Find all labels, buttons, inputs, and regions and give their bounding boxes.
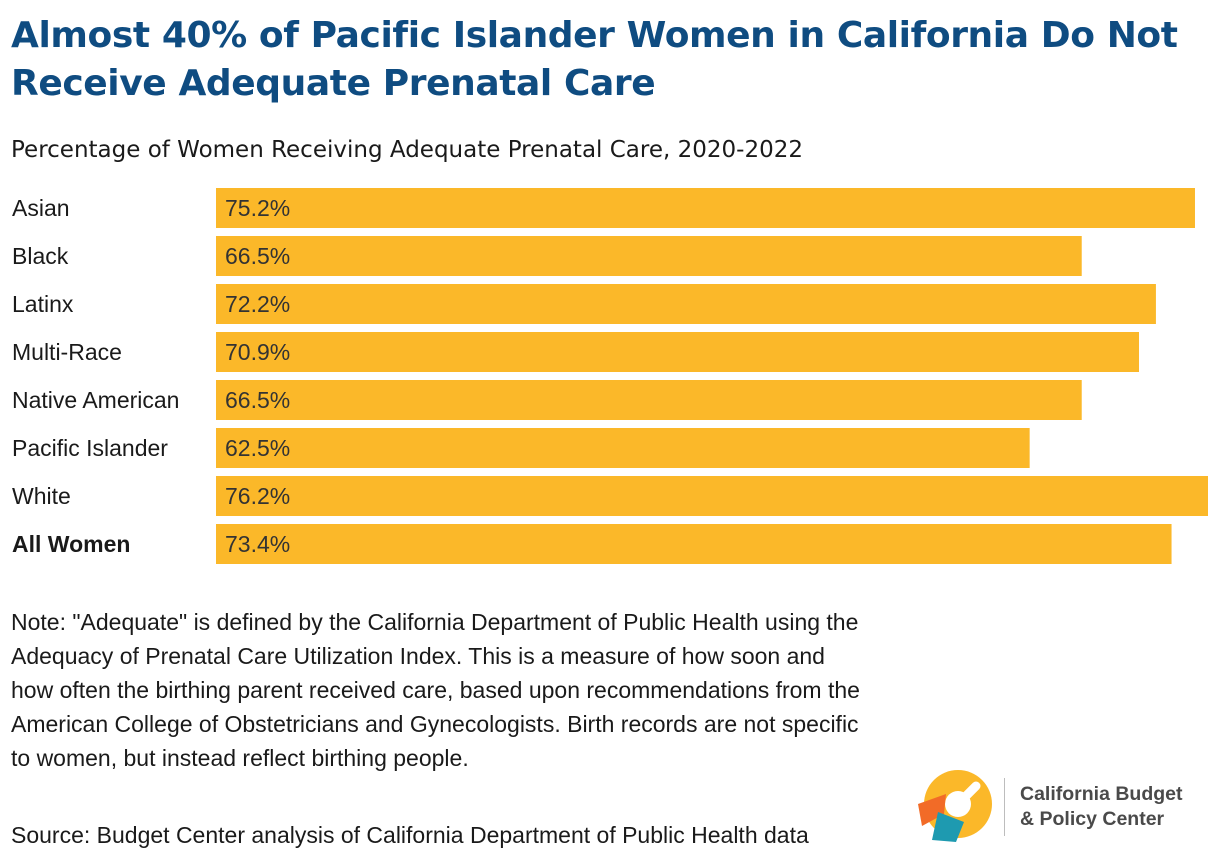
- bar: [216, 428, 1030, 468]
- value-label: 66.5%: [225, 243, 290, 269]
- logo-icon: [918, 770, 992, 842]
- bar: [216, 236, 1082, 276]
- bar-chart-svg: Asian 75.2% Black 66.5% Latinx 72.2% Multi-Rac…: [12, 188, 1208, 564]
- category-label: Native American: [12, 387, 179, 413]
- logo-line-1: California Budget: [1020, 783, 1183, 805]
- bar: [216, 380, 1082, 420]
- chart-note: Note: "Adequate" is defined by the Calif…: [11, 609, 860, 771]
- category-label: All Women: [12, 531, 130, 557]
- value-label: 72.2%: [225, 291, 290, 317]
- value-label: 76.2%: [225, 483, 290, 509]
- value-label: 62.5%: [225, 435, 290, 461]
- value-label: 70.9%: [225, 339, 290, 365]
- logo: California Budget & Policy Center: [916, 768, 1206, 844]
- value-label: 73.4%: [225, 531, 290, 557]
- bar: [216, 188, 1195, 228]
- bar-chart: Asian 75.2% Black 66.5% Latinx 72.2% Multi-Rac…: [0, 184, 1220, 568]
- category-label: Asian: [12, 195, 70, 221]
- category-label: Latinx: [12, 291, 74, 317]
- category-label: Black: [12, 243, 69, 269]
- category-label: White: [12, 483, 71, 509]
- chart-subtitle: Percentage of Women Receiving Adequate P…: [11, 137, 803, 163]
- logo-divider: [1004, 778, 1005, 836]
- bar: [216, 476, 1208, 516]
- bar: [216, 524, 1172, 564]
- value-label: 66.5%: [225, 387, 290, 413]
- bar: [216, 332, 1140, 372]
- category-label: Multi-Race: [12, 339, 122, 365]
- chart-source: Source: Budget Center analysis of Califo…: [11, 822, 809, 848]
- logo-line-2: & Policy Center: [1020, 808, 1165, 830]
- category-label: Pacific Islander: [12, 435, 168, 461]
- logo-text: California Budget & Policy Center: [1020, 782, 1210, 832]
- value-label: 75.2%: [225, 195, 290, 221]
- chart-title: Almost 40% of Pacific Islander Women in …: [11, 15, 1178, 104]
- bar: [216, 284, 1156, 324]
